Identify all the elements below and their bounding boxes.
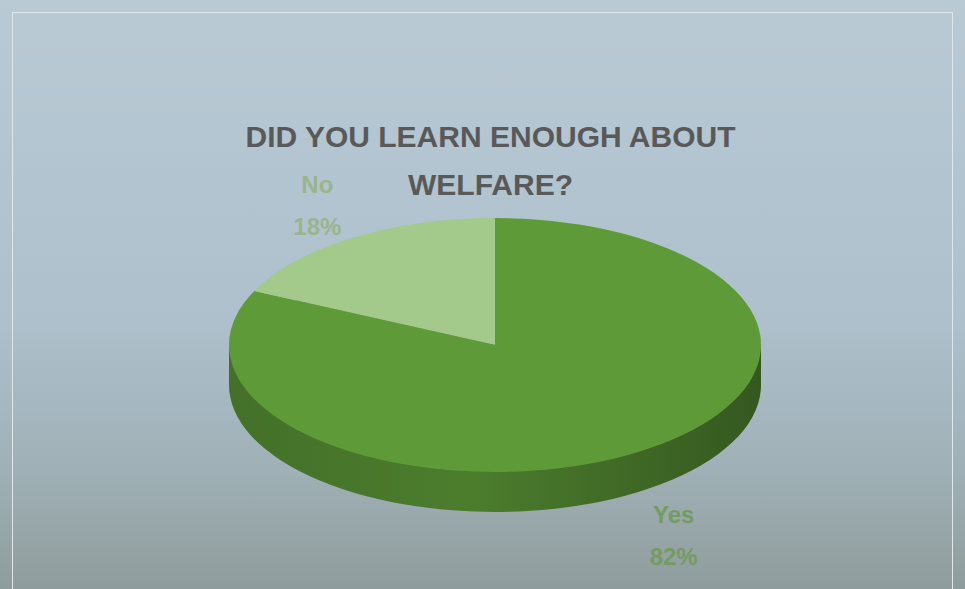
svg-text:No18%: No18% bbox=[293, 171, 341, 240]
svg-text:Yes82%: Yes82% bbox=[650, 501, 698, 570]
svg-text:DID YOU LEARN ENOUGH ABOUTWELF: DID YOU LEARN ENOUGH ABOUTWELFARE? bbox=[245, 120, 735, 201]
